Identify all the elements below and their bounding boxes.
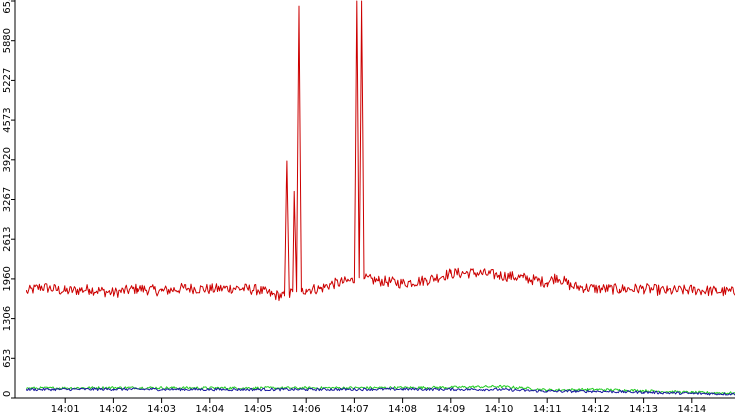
x-tick-label: 14:05 (244, 404, 273, 415)
x-tick-label: 14:10 (485, 404, 514, 415)
x-tick-label: 14:03 (147, 404, 176, 415)
series-line-1 (26, 0, 735, 302)
y-axis: 0 653 1306 1960 2613 3267 3920 4573 5227 5880 6534 (2, 0, 16, 399)
x-tick-label: 14:04 (195, 404, 224, 415)
y-tick-label: 6534 (2, 0, 13, 14)
y-tick-label: 0 (2, 391, 13, 397)
x-tick-label: 14:14 (677, 404, 706, 415)
y-tick-label: 1306 (2, 306, 13, 331)
plot-area (26, 0, 735, 396)
x-tick-label: 14:01 (51, 404, 80, 415)
series-line-2 (26, 384, 735, 395)
series-line-3 (26, 387, 735, 396)
x-tick-label: 14:09 (436, 404, 465, 415)
y-tick-label: 1960 (2, 266, 13, 291)
y-tick-label: 2613 (2, 226, 13, 251)
x-tick-label: 14:11 (533, 404, 562, 415)
x-tick-label: 14:13 (629, 404, 658, 415)
y-tick-label: 4573 (2, 107, 13, 132)
y-tick-label: 5227 (2, 68, 13, 93)
x-tick-label: 14:12 (581, 404, 610, 415)
y-tick-label: 653 (2, 349, 13, 368)
y-tick-label: 5880 (2, 28, 13, 53)
x-tick-label: 14:06 (292, 404, 321, 415)
y-tick-label: 3267 (2, 187, 13, 212)
y-tick-label: 3920 (2, 147, 13, 172)
x-tick-label: 14:07 (340, 404, 369, 415)
x-axis: 14:01 14:02 14:03 14:04 14:05 14:06 14:07 14:08… (15, 397, 735, 415)
x-tick-label: 14:02 (99, 404, 128, 415)
x-tick-label: 14:08 (388, 404, 417, 415)
